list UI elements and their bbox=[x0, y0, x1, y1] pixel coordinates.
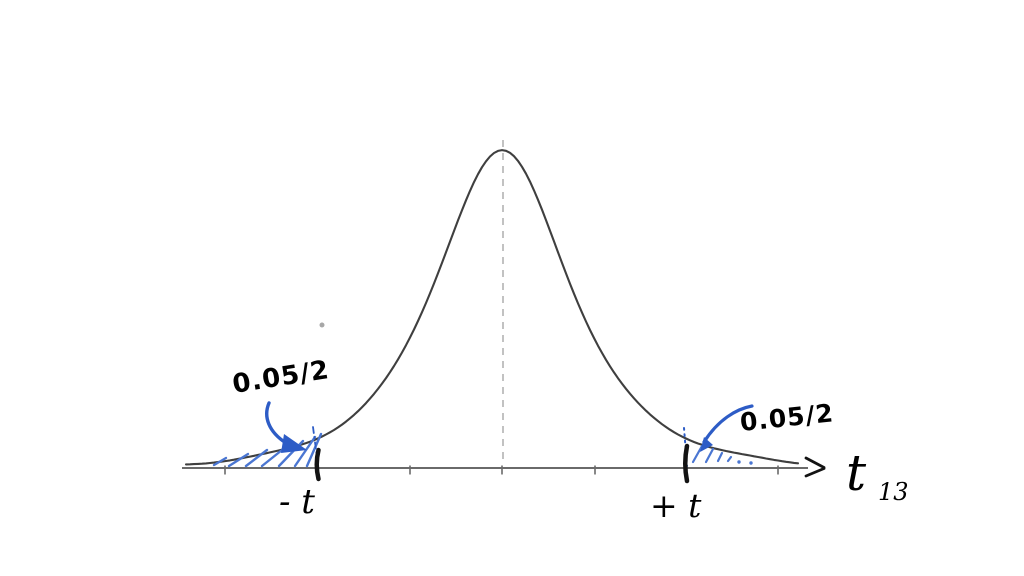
left-tail-area-label: 0.05/2 bbox=[230, 355, 331, 400]
right-annotation-arrow bbox=[702, 404, 754, 444]
left-tail-hatch-stroke bbox=[305, 432, 323, 468]
axis-arrowhead-icon bbox=[804, 467, 826, 478]
bell-curve bbox=[184, 149, 800, 466]
left-annotation-arrow bbox=[265, 401, 288, 445]
right-tail-hatch-stroke bbox=[726, 455, 733, 463]
left-annotation-arrowhead-icon bbox=[281, 434, 307, 453]
left-tail-hatch-stroke bbox=[227, 452, 250, 468]
left-tail-hatch-stroke bbox=[212, 456, 228, 467]
right-tail-hatch-stroke bbox=[716, 451, 724, 463]
right-tail-hatch-stroke bbox=[691, 444, 704, 464]
right-tail-hatch-dot bbox=[749, 461, 753, 465]
right-annotation-arrowhead-icon bbox=[700, 437, 713, 452]
right-tail-hatch-dot bbox=[737, 460, 741, 464]
curve-drawing bbox=[182, 140, 826, 484]
right-tail-hatch-stroke bbox=[704, 447, 715, 464]
neg-critical-tick bbox=[314, 447, 321, 482]
pos-critical-tick bbox=[683, 443, 690, 484]
stray-dot bbox=[319, 322, 325, 328]
left-tail-hatch-stroke bbox=[293, 435, 317, 468]
left-tail-hatch-stroke bbox=[244, 448, 269, 468]
axis-variable-label: t bbox=[846, 444, 867, 502]
pos-critical-value-label: + t bbox=[650, 486, 702, 525]
right-tail-area-label: 0.05/2 bbox=[739, 398, 836, 437]
neg-critical-value-label: - t bbox=[279, 482, 315, 522]
axis-variable-subscript: 13 bbox=[878, 478, 909, 506]
axis-arrowhead-icon bbox=[804, 456, 826, 469]
